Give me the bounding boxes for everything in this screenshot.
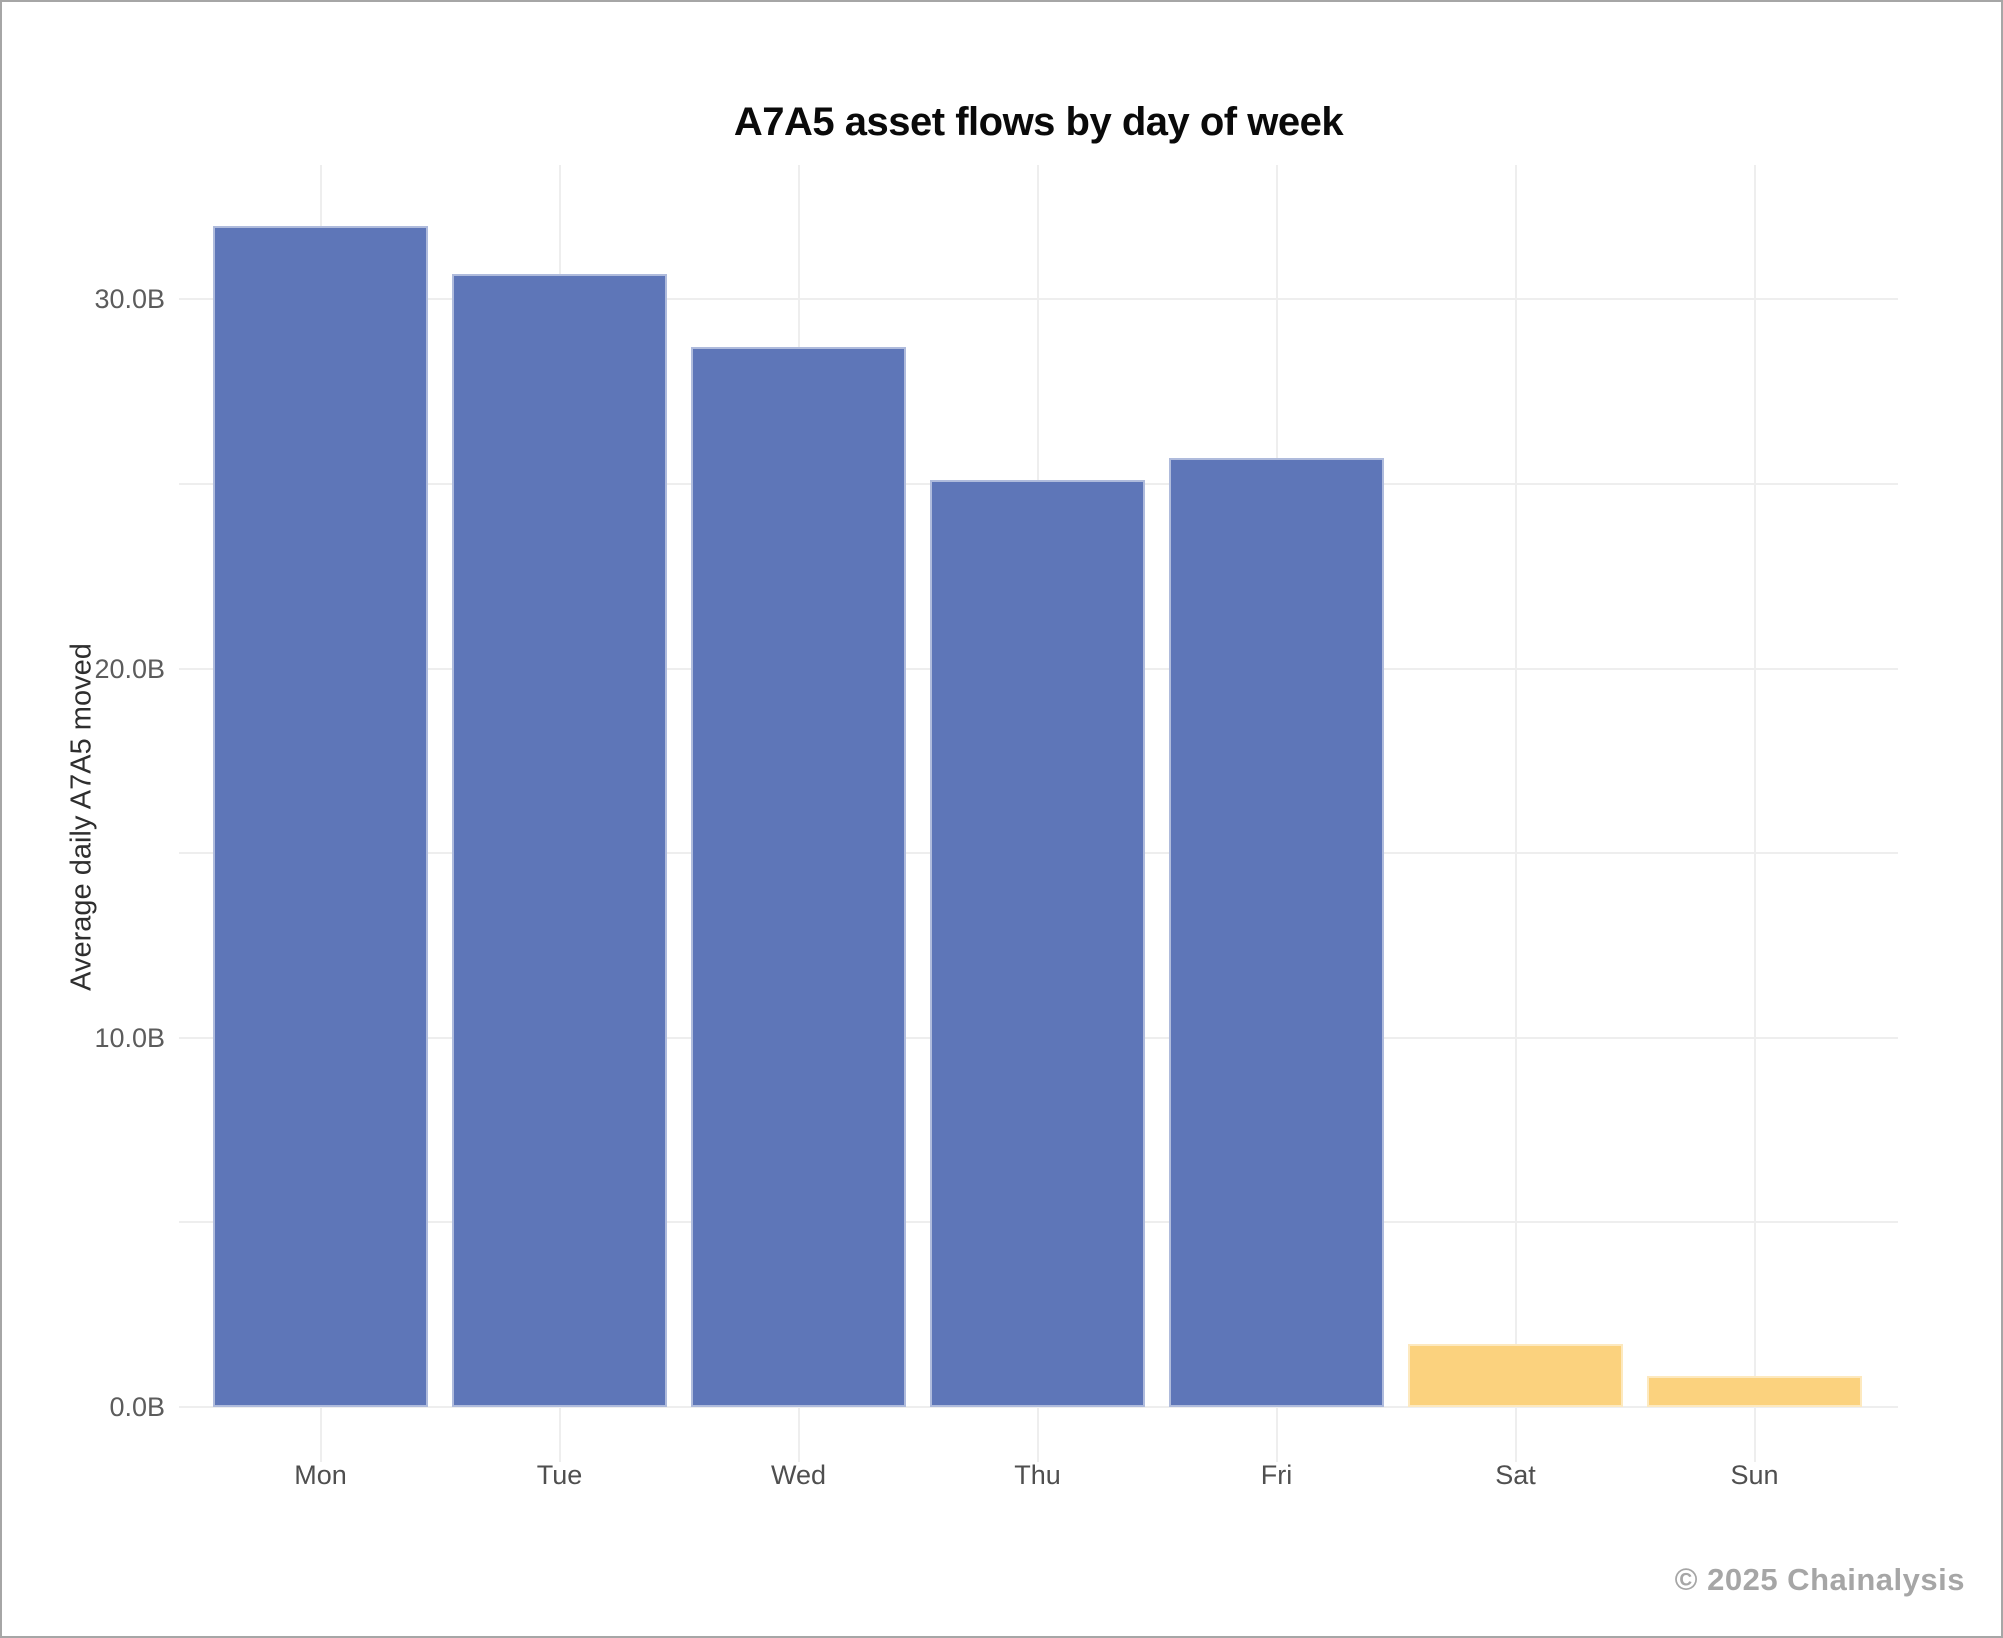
bar-sat: [1408, 1344, 1623, 1407]
gridline-horizontal-0B: [179, 1406, 1898, 1408]
gridline-vertical-sun: [1753, 165, 1756, 1462]
gridline-horizontal-30B: [179, 298, 1898, 301]
y-tick-label-30B: 30.0B: [94, 284, 165, 315]
y-tick-label-20B: 20.0B: [94, 653, 165, 684]
bar-fri: [1169, 458, 1384, 1407]
x-tick-label-tue: Tue: [536, 1460, 583, 1490]
x-tick-label-fri: Fri: [1260, 1460, 1293, 1490]
plot-area: [179, 165, 1898, 1462]
y-axis-title: Average daily A7A5 moved: [65, 643, 98, 991]
x-tick-label-sat: Sat: [1495, 1460, 1536, 1490]
bar-wed: [691, 347, 906, 1407]
bar-sun: [1647, 1375, 1862, 1407]
x-tick-label-mon: Mon: [294, 1460, 347, 1490]
x-tick-label-sun: Sun: [1730, 1460, 1779, 1490]
watermark-text: © 2025 Chainalysis: [1674, 1562, 1965, 1597]
gridline-vertical-sat: [1514, 165, 1517, 1462]
x-tick-label-thu: Thu: [1014, 1460, 1061, 1490]
bar-thu: [930, 480, 1145, 1407]
bar-mon: [213, 225, 428, 1407]
chart-title: A7A5 asset flows by day of week: [733, 100, 1344, 144]
bar-tue: [452, 273, 667, 1407]
x-tick-label-wed: Wed: [770, 1460, 827, 1490]
y-tick-label-10B: 10.0B: [94, 1022, 165, 1053]
y-tick-label-0B: 0.0B: [109, 1392, 165, 1422]
